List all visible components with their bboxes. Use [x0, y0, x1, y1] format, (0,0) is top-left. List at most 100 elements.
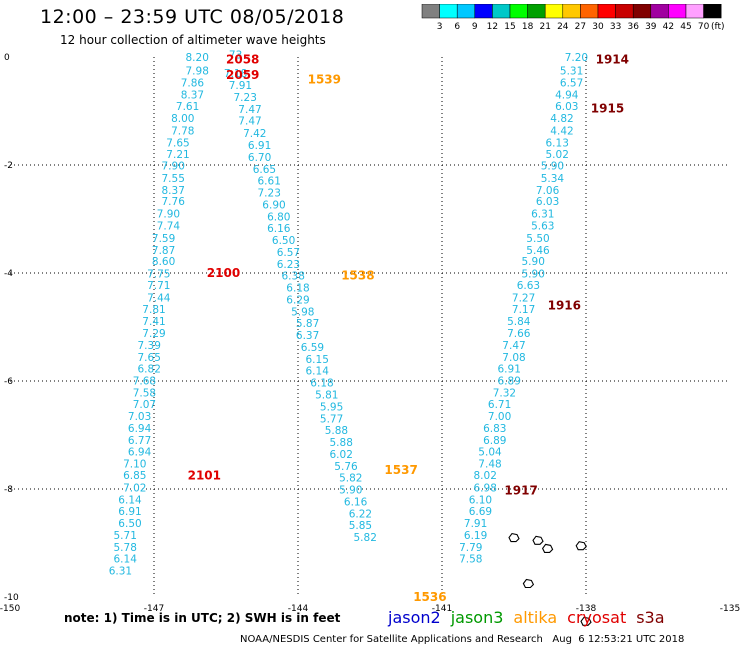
y-tick-label: -10 [4, 593, 19, 603]
wave-height-value: 7.65 [166, 137, 189, 149]
wave-height-value: 8.20 [186, 52, 209, 64]
legend-altika: altika [513, 608, 558, 627]
wave-height-value: 6.80 [267, 211, 290, 223]
wave-height-value: 8.02 [474, 470, 497, 482]
pass-time-label: 2058 [226, 53, 259, 67]
wave-height-value: 6.70 [248, 152, 271, 164]
wave-height-value: 73 [229, 49, 242, 61]
wave-height-value: 6.91 [498, 364, 521, 376]
wave-height-value: 6.82 [138, 364, 161, 376]
wave-height-value: 5.81 [315, 390, 338, 402]
color-scale-bar: 3 6 9 12 15 18 21 24 27 30 33 36 39 42 45 70 (ft) [421, 4, 725, 32]
wave-height-value: 5.50 [526, 233, 549, 245]
wave-height-value: 7.08 [502, 352, 525, 364]
legend-jason3: jason3 [450, 608, 504, 627]
x-tick-label: -141 [432, 604, 452, 614]
wave-height-value: 7.90 [157, 209, 180, 221]
wave-height-value: 7.78 [171, 125, 194, 137]
wave-height-value: 5.98 [291, 306, 314, 318]
wave-height-value: 5.76 [334, 461, 358, 473]
wave-height-value: 4.94 [555, 89, 579, 101]
wave-height-value: 7.47 [238, 104, 261, 116]
wave-height-value: 7.47 [238, 116, 261, 128]
wave-height-value: 7.07 [133, 399, 156, 411]
color-swatch [703, 4, 722, 19]
wave-height-value: 6.91 [118, 506, 141, 518]
color-scale-label: 39 [645, 22, 657, 32]
wave-height-value: 6.02 [330, 449, 353, 461]
island-outline [522, 578, 535, 589]
wave-height-value: 7.23 [234, 92, 257, 104]
wave-height-value: 6.94 [128, 423, 152, 435]
y-tick-label: 0 [4, 53, 10, 63]
wave-height-value: 6.89 [498, 375, 521, 387]
wave-height-value: 5.84 [507, 316, 531, 328]
pass-time-label: 1915 [591, 101, 624, 115]
wave-height-value: 5.90 [339, 485, 362, 497]
wave-height-value: 6.31 [531, 209, 554, 221]
wave-height-value: 6.18 [310, 378, 333, 390]
x-tick-label: -150 [0, 604, 20, 614]
pass-time-label: 2059 [226, 68, 259, 82]
wave-height-value: 7.39 [138, 340, 161, 352]
wave-height-value: 6.50 [272, 235, 295, 247]
wave-height-value: 5.90 [522, 269, 545, 281]
y-tick-label: -8 [4, 485, 13, 495]
wave-height-value: 5.88 [330, 437, 353, 449]
pass-time-label: 1917 [504, 484, 537, 498]
wave-height-value: 6.38 [282, 271, 305, 283]
wave-height-value: 6.83 [483, 423, 506, 435]
wave-height-value: 7.55 [162, 173, 185, 185]
wave-height-value: 6.18 [286, 283, 309, 295]
y-tick-label: -6 [4, 377, 13, 387]
wave-height-value: 8.37 [162, 185, 185, 197]
wave-height-value: 6.14 [118, 494, 142, 506]
pass-time-label: 1539 [308, 73, 341, 87]
legend-jason2: jason2 [388, 608, 441, 627]
color-scale-label: 45 [680, 22, 691, 32]
wave-height-value: 7.74 [157, 220, 181, 232]
wave-height-value: 7.91 [464, 518, 487, 530]
color-scale-label: 27 [575, 22, 586, 32]
wave-height-value: 7.91 [229, 80, 252, 92]
wave-height-value: 5.04 [478, 447, 502, 459]
legend-cryosat: cryosat [567, 608, 627, 627]
wave-height-value: 7.47 [502, 340, 525, 352]
wave-height-value: 7.81 [142, 304, 165, 316]
wave-height-value: 6.71 [488, 399, 511, 411]
wave-height-value: 7.10 [123, 459, 146, 471]
wave-height-value: 6.15 [306, 354, 329, 366]
wave-height-value: 7.61 [176, 101, 199, 113]
island-outline [508, 532, 520, 543]
island-outline [541, 543, 554, 553]
wave-height-value: 6.50 [118, 518, 141, 530]
wave-height-value: 5.77 [320, 413, 343, 425]
wave-height-value: 7.86 [181, 77, 205, 89]
color-scale-label: 18 [522, 22, 534, 32]
wave-height-value: 7.29 [142, 328, 165, 340]
wave-height-value: 7.65 [138, 352, 161, 364]
wave-height-value: 7.76 [162, 196, 186, 208]
wave-height-value: 6.14 [306, 366, 330, 378]
wave-height-value: 6.61 [258, 176, 281, 188]
pass-time-label: 1536 [413, 590, 446, 604]
x-tick-label: -138 [576, 604, 597, 614]
island-outline [580, 616, 592, 626]
color-scale-label: 24 [557, 22, 569, 32]
wave-height-value: 6.90 [262, 199, 285, 211]
wave-height-value: 6.63 [517, 280, 540, 292]
color-scale-label: 12 [487, 22, 498, 32]
wave-height-value: 7.02 [123, 482, 146, 494]
wave-height-value: 5.88 [325, 425, 348, 437]
color-scale-label: 6 [454, 22, 460, 32]
wave-height-value: 4.42 [550, 125, 573, 137]
map-title: 12:00 – 23:59 UTC 08/05/2018 [40, 6, 345, 28]
wave-height-value: 7.68 [133, 375, 156, 387]
color-scale-label: 9 [472, 22, 478, 32]
pass-time-label: 1914 [596, 53, 629, 67]
wave-height-value: 6.89 [483, 435, 506, 447]
wave-height-value: 5.31 [560, 66, 583, 78]
map-subtitle: 12 hour collection of altimeter wave hei… [60, 33, 326, 47]
wave-height-value: 5.78 [114, 542, 137, 554]
